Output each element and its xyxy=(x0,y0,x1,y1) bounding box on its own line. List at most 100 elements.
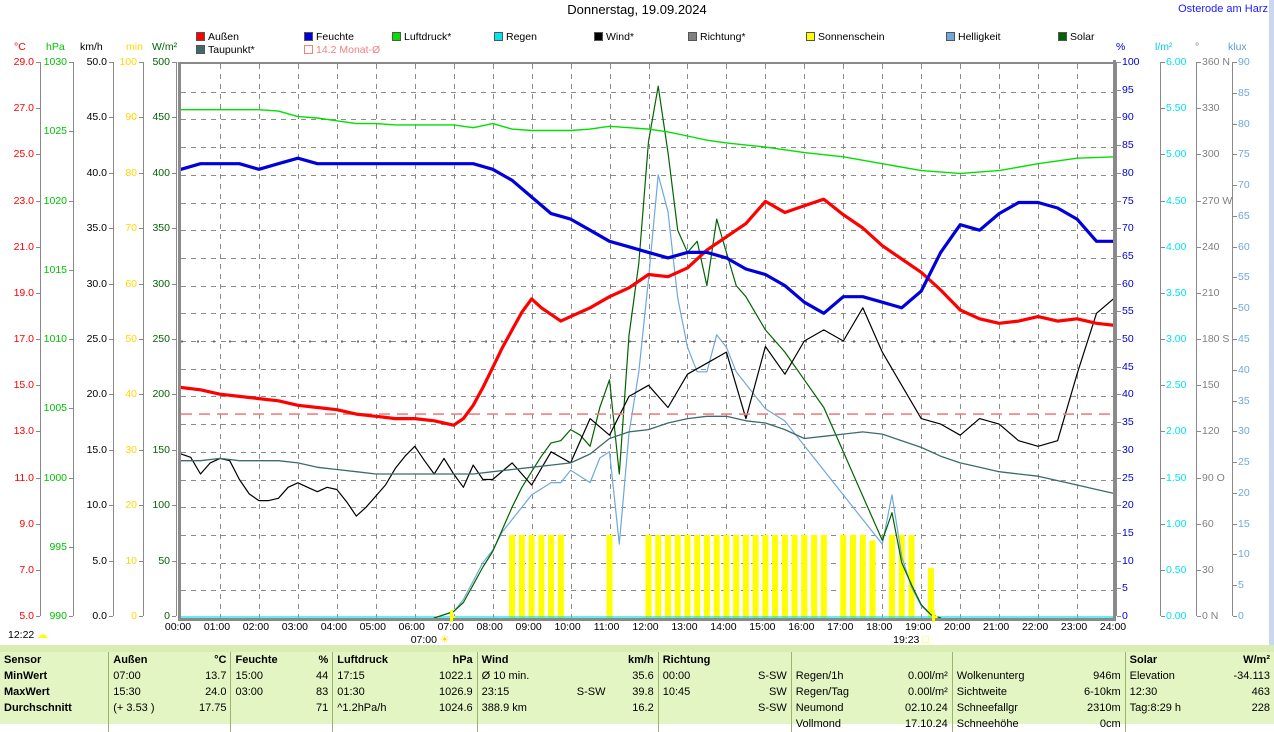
x-axis-tick-label: 23:00 xyxy=(1060,621,1088,633)
stats-richtung-value: S-SW xyxy=(758,702,787,714)
legend-item-regen[interactable]: Regen xyxy=(494,31,537,43)
stats-row: Durchschnitt (+ 3.53 ) 17.75 71 ^1.2hPa/h 102… xyxy=(0,700,1274,716)
axis-tickmark xyxy=(172,284,176,285)
sunset-label: 19:23 □ xyxy=(893,634,929,646)
stats-druck-value: 1024.6 xyxy=(439,702,473,714)
axis-tickmark xyxy=(36,154,40,155)
axis-tickmark xyxy=(109,228,113,229)
axis-tick-label: 5.50 xyxy=(1166,102,1187,114)
legend-item-monat-avg[interactable]: 14.2 Monat-Ø xyxy=(304,44,380,56)
axis-tick-label: 60 xyxy=(1238,241,1250,253)
axis-tickmark xyxy=(1233,339,1237,340)
axis-tick-label: 360 N xyxy=(1202,56,1231,68)
legend-item-richtung[interactable]: Richtung* xyxy=(688,31,746,43)
sunset-marker-icon: □ xyxy=(922,634,929,646)
station-name-link[interactable]: Osterode am Harz xyxy=(1178,3,1268,15)
stats-wind-value xyxy=(610,716,659,732)
stats-col-feuchte: Feuchte xyxy=(230,652,304,668)
legend-swatch-icon xyxy=(392,32,401,41)
axis-tickmark xyxy=(139,450,143,451)
axis-tick-label: 30.0 xyxy=(86,278,107,290)
legend-label: Helligkeit xyxy=(958,31,1001,43)
axis-tickmark xyxy=(36,108,40,109)
x-axis-tick-label: 22:00 xyxy=(1021,621,1049,633)
legend-item-wind[interactable]: Wind* xyxy=(594,31,634,43)
axis-tickmark xyxy=(1117,117,1121,118)
legend-item-taupunkt[interactable]: Taupunkt* xyxy=(196,44,255,56)
axis-tick-label: 55 xyxy=(1238,271,1250,283)
stats-druck-value: 1022.1 xyxy=(439,670,473,682)
stats-col-solar: Solar xyxy=(1124,652,1211,668)
x-axis-tick-label: 19:00 xyxy=(905,621,932,633)
axis-tick-label: 10 xyxy=(1122,555,1134,567)
axis-tickmark xyxy=(1233,462,1237,463)
chart-plot-area[interactable] xyxy=(178,62,1116,621)
axis-tick-label: 80 xyxy=(1122,167,1134,179)
legend-label: Sonnenschein xyxy=(818,31,885,43)
legend-item-feuchte[interactable]: Feuchte xyxy=(304,31,354,43)
legend-label: 14.2 Monat-Ø xyxy=(316,44,381,56)
x-axis-tick-label: 15:00 xyxy=(749,621,776,633)
axis-tickmark xyxy=(1161,385,1165,386)
axis-tick-label: 80 xyxy=(1238,118,1250,130)
stats-aussen-time: 07:00 xyxy=(108,668,180,684)
axis-tick-label: 0 xyxy=(131,610,137,622)
axis-tick-label: 50 xyxy=(1122,333,1134,345)
stats-wolke-value: 6-10km xyxy=(1083,686,1121,698)
legend-swatch-icon xyxy=(196,32,205,41)
axis-line xyxy=(1116,62,1117,616)
axis-tick-label: 450 xyxy=(152,111,170,123)
stats-druck-time: 17:15 xyxy=(332,668,418,684)
horizontal-scrollbar[interactable] xyxy=(0,645,1274,652)
stats-regen-value: 0.00l/m² xyxy=(908,686,948,698)
stats-druck-time: ^1.2hPa/h xyxy=(332,700,418,716)
axis-tickmark xyxy=(1233,216,1237,217)
axis-unit-solar: W/m² xyxy=(152,41,178,53)
axis-unit-pressure: hPa xyxy=(46,41,65,53)
axis-tick-label: 15.0 xyxy=(13,379,34,391)
stats-aussen-time: (+ 3.53 ) xyxy=(108,700,180,716)
vertical-scrollbar[interactable] xyxy=(1269,0,1274,645)
axis-tickmark xyxy=(1161,201,1165,202)
stats-druck-value: 1026.9 xyxy=(439,686,473,698)
axis-tickmark xyxy=(109,117,113,118)
axis-tickmark xyxy=(139,394,143,395)
axis-tick-label: 1005 xyxy=(43,402,67,414)
x-axis-tick-label: 12:00 xyxy=(632,621,659,633)
axis-line xyxy=(176,62,177,616)
legend-item-sonnenschein[interactable]: Sonnenschein xyxy=(806,31,885,43)
x-axis-tick-label: 16:00 xyxy=(788,621,815,633)
stats-regen-value: 17.10.24 xyxy=(904,718,948,730)
axis-tickmark xyxy=(109,616,113,617)
axis-line xyxy=(1196,62,1197,616)
summary-stats-table: Sensor Außen °C Feuchte% Luftdruck hPa Wind km/… xyxy=(0,652,1274,732)
x-axis-tick-label: 24:00 xyxy=(1099,621,1127,633)
axis-tick-label: 5 xyxy=(1238,579,1244,591)
axis-tick-label: 17.0 xyxy=(13,333,34,345)
axis-tick-label: 2.50 xyxy=(1166,379,1187,391)
stats-solar-key: 12:30 xyxy=(1124,684,1211,700)
legend-item-helligkeit[interactable]: Helligkeit xyxy=(946,31,1001,43)
axis-tickmark xyxy=(69,339,73,340)
legend-swatch-icon xyxy=(1058,32,1067,41)
plot-right-border xyxy=(1113,60,1116,618)
axis-tickmark xyxy=(1117,173,1121,174)
axis-tick-label: 35 xyxy=(1122,416,1134,428)
axis-tickmark xyxy=(172,228,176,229)
x-axis-tick-label: 01:00 xyxy=(203,621,231,633)
legend-item-luftdruck[interactable]: Luftdruck* xyxy=(392,31,451,43)
stats-cell xyxy=(879,652,952,668)
legend-item-au-en[interactable]: Außen xyxy=(196,31,239,43)
axis-tickmark xyxy=(1197,431,1201,432)
stats-cell xyxy=(1061,652,1125,668)
axis-tickmark xyxy=(1117,284,1121,285)
axis-tickmark xyxy=(1197,201,1201,202)
legend-item-solar[interactable]: Solar xyxy=(1058,31,1095,43)
axis-tickmark xyxy=(1197,616,1201,617)
page-title: Donnerstag, 19.09.2024 xyxy=(567,2,707,17)
stats-regen-value: 02.10.24 xyxy=(904,702,948,714)
stats-wind-time: 388.9 km xyxy=(476,700,558,716)
x-axis-tick-label: 00:00 xyxy=(164,621,192,633)
axis-tickmark xyxy=(1233,124,1237,125)
stats-solar-key xyxy=(1124,716,1211,732)
